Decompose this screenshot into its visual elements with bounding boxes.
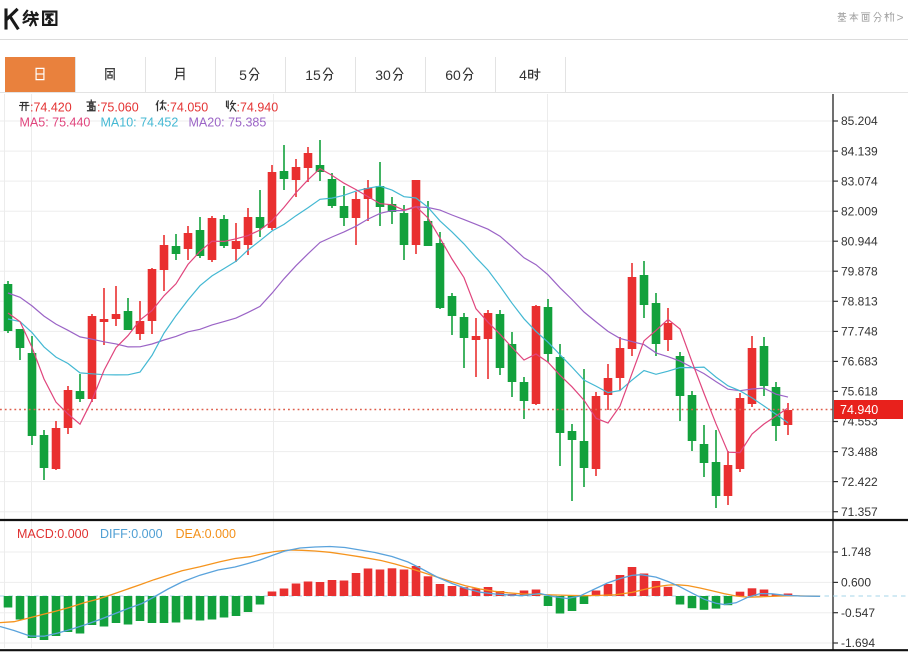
svg-text:-1.694: -1.694	[841, 636, 875, 650]
svg-text:74.940: 74.940	[840, 403, 878, 417]
svg-text:85.204: 85.204	[841, 114, 878, 128]
svg-text:73.488: 73.488	[841, 445, 878, 459]
svg-text:80.944: 80.944	[841, 234, 878, 248]
svg-text:15: 15	[305, 67, 321, 83]
svg-text:84.139: 84.139	[841, 144, 878, 158]
svg-text:MA20: 75.385: MA20: 75.385	[189, 116, 267, 130]
svg-text::74.940: :74.940	[237, 101, 279, 115]
svg-text:72.422: 72.422	[841, 475, 878, 489]
svg-text:-0.547: -0.547	[841, 606, 875, 620]
svg-text:60: 60	[445, 67, 461, 83]
svg-text:0.600: 0.600	[841, 576, 871, 590]
svg-text::74.420: :74.420	[30, 101, 72, 115]
svg-text:75.618: 75.618	[841, 385, 878, 399]
svg-text:MACD:0.000: MACD:0.000	[17, 527, 89, 541]
svg-text:83.074: 83.074	[841, 174, 878, 188]
svg-text:MA5: 75.440: MA5: 75.440	[20, 116, 91, 130]
svg-text:5: 5	[239, 67, 247, 83]
svg-text:79.878: 79.878	[841, 264, 878, 278]
svg-text:78.813: 78.813	[841, 295, 878, 309]
svg-text:76.683: 76.683	[841, 355, 878, 369]
svg-text:4: 4	[519, 67, 527, 83]
svg-text:DIFF:0.000: DIFF:0.000	[100, 527, 163, 541]
svg-text:71.357: 71.357	[841, 505, 878, 519]
svg-text:82.009: 82.009	[841, 204, 878, 218]
svg-text:30: 30	[375, 67, 391, 83]
svg-text::74.050: :74.050	[167, 101, 209, 115]
svg-text::75.060: :75.060	[97, 101, 139, 115]
svg-text:77.748: 77.748	[841, 325, 878, 339]
svg-text:>: >	[897, 11, 904, 25]
svg-text:MA10: 74.452: MA10: 74.452	[101, 116, 179, 130]
svg-text:DEA:0.000: DEA:0.000	[176, 527, 237, 541]
svg-text:1.748: 1.748	[841, 545, 871, 559]
